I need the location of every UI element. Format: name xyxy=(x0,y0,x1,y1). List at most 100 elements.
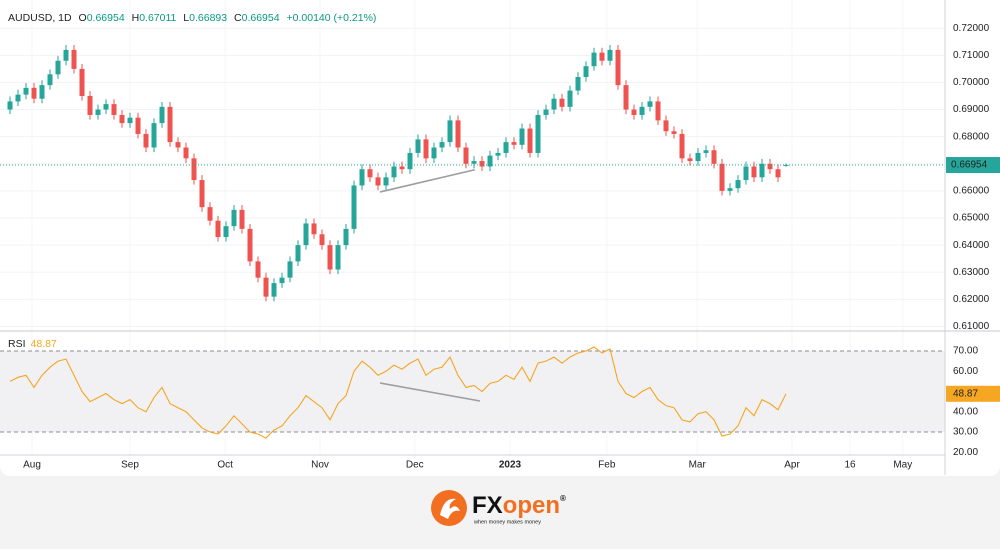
candle-body xyxy=(447,120,453,143)
label-close: C xyxy=(234,12,242,24)
y-tick-label: 0.69000 xyxy=(953,104,990,115)
candle-body xyxy=(655,101,661,121)
y-tick-label: 0.64000 xyxy=(953,240,990,251)
rsi-line xyxy=(9,346,787,439)
candle-body xyxy=(663,120,669,132)
last-price-label: 0.66954 xyxy=(951,160,988,171)
candle-body xyxy=(551,98,557,110)
x-tick-label: Nov xyxy=(311,460,329,471)
candle-body xyxy=(727,188,733,191)
x-tick-label: Feb xyxy=(598,460,616,471)
candle-body xyxy=(271,283,277,297)
label-high: H xyxy=(132,12,140,24)
value-close: 0.66954 xyxy=(242,12,280,24)
candle-body xyxy=(199,180,205,208)
candle-body xyxy=(7,101,13,110)
x-tick-label: Oct xyxy=(217,460,233,471)
candle-body xyxy=(119,114,125,124)
candle-body xyxy=(375,177,381,186)
candle-body xyxy=(151,123,157,148)
candle-body xyxy=(607,49,613,61)
candle-body xyxy=(599,52,605,61)
header: AUDUSD, 1D O0.66954 H0.67011 L0.66893 C0… xyxy=(8,12,376,24)
rsi-tag xyxy=(946,385,1000,402)
candle-body xyxy=(63,49,69,61)
candle-body xyxy=(583,66,589,78)
candle-body xyxy=(343,228,349,246)
candle-body xyxy=(391,166,397,178)
candle-body xyxy=(71,49,77,69)
candle-body xyxy=(527,128,533,153)
candle-body xyxy=(183,147,189,159)
candle-body xyxy=(247,228,253,262)
candle-body xyxy=(95,109,101,115)
candle-body xyxy=(87,95,93,115)
candle-body xyxy=(287,261,293,278)
candle-body xyxy=(511,142,517,145)
candle-body xyxy=(359,169,365,186)
chart-panel-top xyxy=(0,0,1000,20)
brand: FXopen® xyxy=(472,492,566,519)
value-high: 0.67011 xyxy=(139,12,176,24)
rsi-tick-label: 20.00 xyxy=(953,447,978,458)
candle-body xyxy=(311,223,317,235)
candle-body xyxy=(415,139,421,153)
x-tick-label: Sep xyxy=(121,460,139,471)
candle-body xyxy=(303,223,309,246)
y-tick-label: 0.70000 xyxy=(953,77,990,88)
value-low: 0.66893 xyxy=(189,12,227,24)
candle-body xyxy=(23,87,29,95)
brand-fx: FX xyxy=(472,492,503,519)
candle-body xyxy=(47,74,53,86)
candle-body xyxy=(543,109,549,115)
footer-logo: FXopen® when money makes money xyxy=(431,490,566,526)
candle-body xyxy=(159,106,165,124)
candle-body xyxy=(503,142,509,153)
rsi-tick-label: 70.00 xyxy=(953,346,978,357)
trendline xyxy=(379,168,475,193)
candle-body xyxy=(775,169,781,178)
candle-body xyxy=(319,234,325,246)
candle-body xyxy=(295,245,301,262)
candle-body xyxy=(335,245,341,270)
candle-body xyxy=(519,128,525,145)
candle-body xyxy=(687,158,693,162)
candle-body xyxy=(239,209,245,229)
candle-body xyxy=(231,209,237,227)
y-tick-label: 0.61000 xyxy=(953,321,990,332)
candle-body xyxy=(567,90,573,107)
candle-body xyxy=(143,133,149,148)
candle-body xyxy=(535,114,541,153)
candle-body xyxy=(351,185,357,229)
candle-body xyxy=(279,277,285,284)
value-open: 0.66954 xyxy=(87,12,125,24)
candle-body xyxy=(479,161,485,167)
candle-body xyxy=(615,49,621,86)
candle-body xyxy=(495,152,501,156)
candle-body xyxy=(631,109,637,115)
x-tick-label: Aug xyxy=(23,460,41,471)
y-tick-label: 0.62000 xyxy=(953,294,990,305)
candle-body xyxy=(39,85,45,99)
candle-body xyxy=(191,158,197,181)
candle-body xyxy=(759,163,765,178)
x-tick-label: 16 xyxy=(844,460,856,471)
tagline: when money makes money xyxy=(473,519,541,525)
candle-body xyxy=(327,245,333,270)
candle-body xyxy=(255,261,261,278)
candle-body xyxy=(463,147,469,164)
candle-body xyxy=(639,106,645,115)
x-tick-label: Dec xyxy=(406,460,424,471)
candle-body xyxy=(111,104,117,115)
y-tick-label: 0.63000 xyxy=(953,267,990,278)
y-tick-label: 0.65000 xyxy=(953,213,990,224)
candle-body xyxy=(767,163,773,170)
candle-body xyxy=(55,60,61,75)
candle-body xyxy=(743,166,749,181)
candle-body xyxy=(31,87,37,99)
rsi-trendline xyxy=(379,382,481,402)
candle-body xyxy=(207,207,213,221)
label-open: O xyxy=(79,12,87,24)
